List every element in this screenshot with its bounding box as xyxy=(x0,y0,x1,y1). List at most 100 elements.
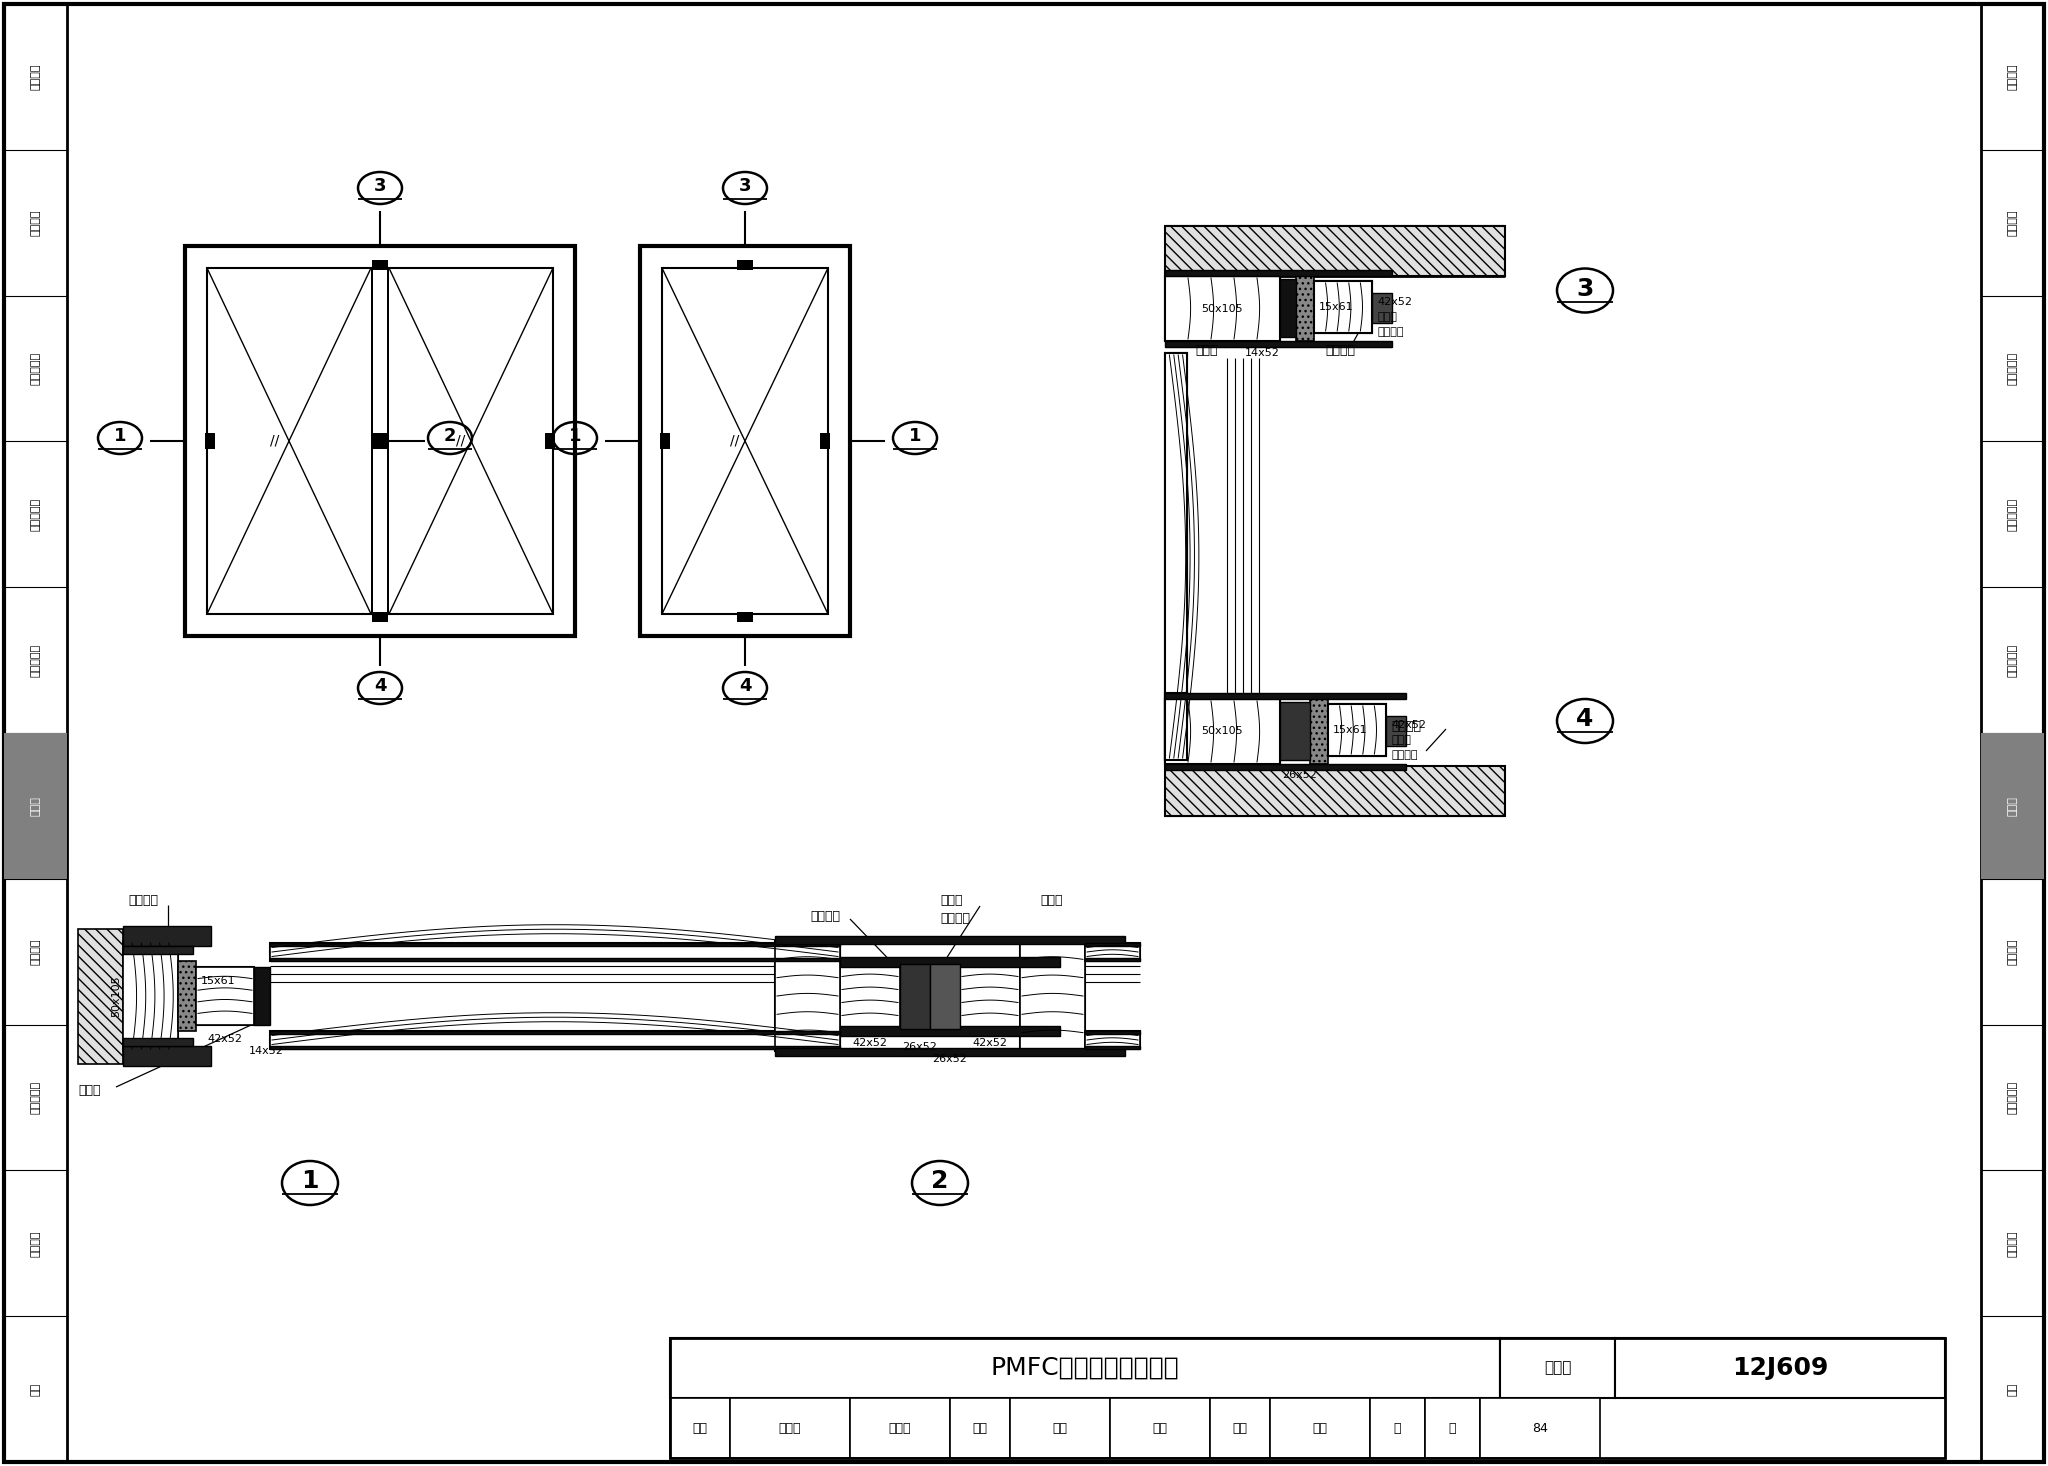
Text: 图集号: 图集号 xyxy=(1544,1360,1571,1375)
Bar xyxy=(1020,941,1085,1051)
Bar xyxy=(737,259,754,270)
Text: 4: 4 xyxy=(739,677,752,695)
Text: 26x52: 26x52 xyxy=(901,1041,936,1051)
Text: 3: 3 xyxy=(373,177,387,195)
Bar xyxy=(1085,943,1141,962)
Text: 侧平卷帘: 侧平卷帘 xyxy=(2007,1230,2017,1256)
Bar xyxy=(1165,353,1188,759)
Text: 带小门卷帘: 带小门卷帘 xyxy=(31,1080,41,1114)
Bar xyxy=(899,963,930,1029)
Text: 设计: 设计 xyxy=(1233,1422,1247,1435)
Bar xyxy=(1165,693,1407,699)
Bar xyxy=(270,943,840,962)
Bar xyxy=(1110,1399,1210,1459)
Text: 1: 1 xyxy=(115,427,127,446)
Bar xyxy=(1165,699,1280,764)
Text: 防火窗: 防火窗 xyxy=(2007,796,2017,817)
Text: 42x52: 42x52 xyxy=(973,1038,1008,1048)
Bar xyxy=(961,963,1020,1029)
Bar xyxy=(670,1338,1946,1459)
Text: 防火卷帘: 防火卷帘 xyxy=(31,938,41,965)
Text: 42x52: 42x52 xyxy=(207,1034,242,1044)
Bar xyxy=(1315,281,1372,333)
Bar xyxy=(961,963,1020,1029)
Text: 审核: 审核 xyxy=(692,1422,707,1435)
Text: 2: 2 xyxy=(444,427,457,446)
Text: 校对: 校对 xyxy=(973,1422,987,1435)
Bar xyxy=(373,432,387,449)
Text: 顾伟岳: 顾伟岳 xyxy=(778,1422,801,1435)
Text: 26x52: 26x52 xyxy=(1282,770,1317,780)
Bar xyxy=(1499,1338,1616,1399)
Bar xyxy=(659,432,670,449)
Text: 防火材料: 防火材料 xyxy=(1325,345,1356,358)
Bar xyxy=(1980,733,2044,878)
Text: 附录: 附录 xyxy=(31,1382,41,1396)
Bar xyxy=(1327,704,1386,756)
Text: 14x52: 14x52 xyxy=(1245,347,1280,358)
Bar xyxy=(545,432,555,449)
Bar xyxy=(1165,693,1188,759)
Bar xyxy=(1085,1047,1141,1050)
Text: 26x52: 26x52 xyxy=(932,1054,967,1063)
Bar xyxy=(270,943,840,946)
Bar xyxy=(254,968,270,1025)
Text: 管井防火门: 管井防火门 xyxy=(31,644,41,677)
Text: 防火窗: 防火窗 xyxy=(31,796,41,817)
Text: 4: 4 xyxy=(373,677,387,695)
Text: 木防火门: 木防火门 xyxy=(2007,210,2017,236)
Text: 防火材料: 防火材料 xyxy=(940,912,971,925)
Bar xyxy=(840,963,899,1029)
Text: 防火玻璃: 防火玻璃 xyxy=(811,909,840,922)
Bar xyxy=(207,268,553,614)
Text: 防火卷帘: 防火卷帘 xyxy=(2007,938,2017,965)
Bar xyxy=(774,1048,1124,1056)
Text: 乃作兵: 乃作兵 xyxy=(889,1422,911,1435)
Text: 木夹板: 木夹板 xyxy=(940,894,963,907)
Text: 42x52: 42x52 xyxy=(1376,298,1411,306)
Bar xyxy=(840,1026,1061,1035)
Bar xyxy=(197,968,254,1025)
Text: 防火材料: 防火材料 xyxy=(127,894,158,907)
Bar xyxy=(4,733,68,878)
Text: 王磊: 王磊 xyxy=(1153,1422,1167,1435)
Text: 页: 页 xyxy=(1448,1422,1456,1435)
Bar xyxy=(123,946,193,954)
Bar xyxy=(670,1399,729,1459)
Bar xyxy=(373,611,387,622)
Bar xyxy=(1386,715,1407,746)
Bar xyxy=(123,941,178,1051)
Bar xyxy=(840,963,899,1029)
Bar xyxy=(1165,767,1505,817)
Bar xyxy=(819,432,829,449)
Text: 附录: 附录 xyxy=(2007,1382,2017,1396)
Bar xyxy=(1165,276,1280,342)
Text: 木防火门: 木防火门 xyxy=(31,210,41,236)
Bar xyxy=(1315,281,1372,333)
Bar xyxy=(774,941,840,1051)
Bar xyxy=(123,1047,211,1066)
Text: //: // xyxy=(457,434,465,449)
Bar xyxy=(737,611,754,622)
Text: 15x61: 15x61 xyxy=(1333,726,1368,734)
Text: 木装防火门: 木装防火门 xyxy=(2007,352,2017,386)
Text: 防火材料: 防火材料 xyxy=(1391,751,1417,759)
Bar xyxy=(123,1038,193,1047)
Text: //: // xyxy=(270,434,279,449)
Text: 2: 2 xyxy=(932,1168,948,1193)
Text: 木夹板: 木夹板 xyxy=(1391,734,1411,745)
Bar xyxy=(1165,342,1393,347)
Text: 12J609: 12J609 xyxy=(1733,1356,1829,1380)
Text: 42x52: 42x52 xyxy=(1391,720,1425,730)
Text: 绘: 绘 xyxy=(1395,1422,1401,1435)
Text: 1: 1 xyxy=(301,1168,319,1193)
Bar xyxy=(1165,270,1393,276)
Bar xyxy=(1425,1399,1481,1459)
Bar xyxy=(184,246,575,636)
Bar xyxy=(1327,704,1386,756)
Text: 15x61: 15x61 xyxy=(201,976,236,987)
Bar xyxy=(729,1399,850,1459)
Bar xyxy=(1165,693,1188,759)
Text: //: // xyxy=(731,434,739,449)
Bar xyxy=(1280,279,1296,337)
